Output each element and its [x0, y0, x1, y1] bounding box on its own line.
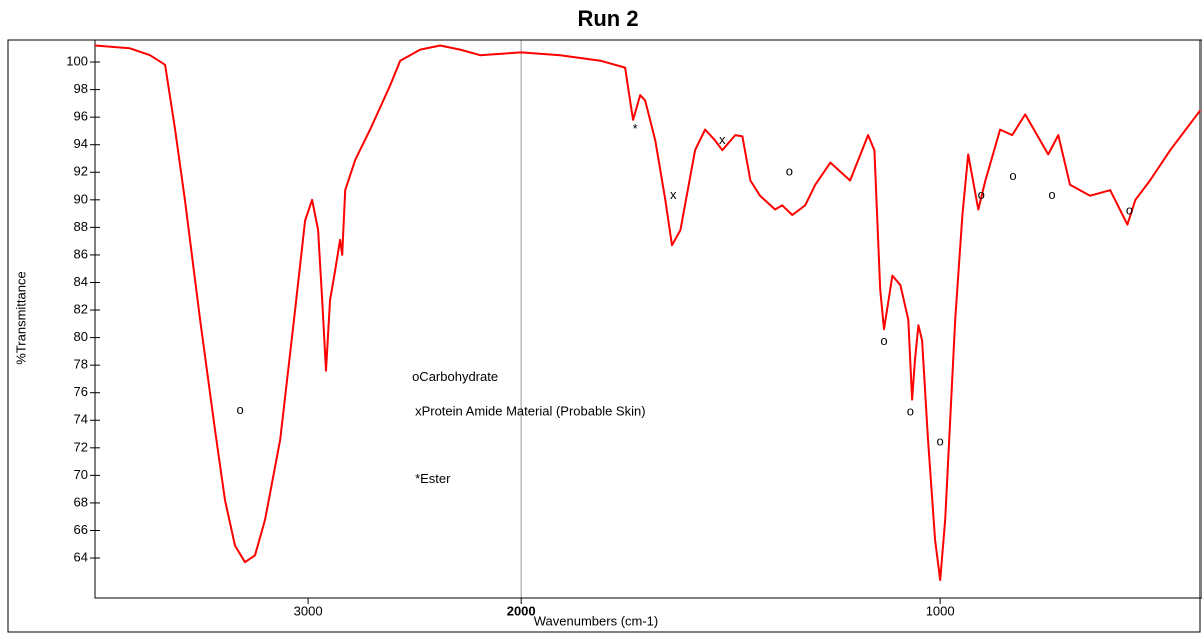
chart-title: Run 2 [577, 6, 638, 31]
annotation: o [937, 434, 944, 449]
y-tick-label: 92 [74, 164, 88, 179]
y-tick-label: 80 [74, 329, 88, 344]
y-tick-label: 100 [66, 53, 88, 68]
y-tick-label: 86 [74, 246, 88, 261]
annotation: oCarbohydrate [412, 369, 498, 384]
y-tick-label: 68 [74, 494, 88, 509]
y-tick-label: 88 [74, 219, 88, 234]
annotation: * [633, 121, 638, 136]
y-tick-label: 74 [74, 412, 88, 427]
y-tick-label: 70 [74, 467, 88, 482]
y-tick-label: 84 [74, 274, 88, 289]
annotation: xProtein Amide Material (Probable Skin) [415, 403, 646, 418]
y-tick-label: 76 [74, 384, 88, 399]
annotation: x [719, 132, 726, 147]
x-tick-label: 3000 [294, 603, 323, 618]
annotation: o [786, 164, 793, 179]
y-tick-label: 66 [74, 522, 88, 537]
y-tick-label: 78 [74, 357, 88, 372]
y-axis-label: %Transmittance [13, 271, 28, 364]
annotation: o [907, 403, 914, 418]
y-tick-label: 98 [74, 81, 88, 96]
annotation: o [1009, 168, 1016, 183]
x-tick-label: 2000 [507, 603, 536, 618]
annotation: x [670, 187, 677, 202]
outer-frame [7, 39, 1201, 633]
y-tick-label: 90 [74, 191, 88, 206]
x-tick-label: 1000 [926, 603, 955, 618]
annotation: o [1126, 202, 1133, 217]
plot-frame [94, 39, 1202, 599]
annotation: o [237, 402, 244, 417]
annotation: o [1048, 187, 1055, 202]
y-tick-label: 94 [74, 136, 88, 151]
annotation: o [880, 333, 887, 348]
annotation: o [978, 187, 985, 202]
y-tick-label: 96 [74, 109, 88, 124]
spectrum-line [94, 44, 1202, 582]
y-tick-label: 72 [74, 439, 88, 454]
y-tick-label: 82 [74, 301, 88, 316]
y-tick-label: 64 [74, 549, 88, 564]
annotation: *Ester [415, 471, 451, 486]
x-axis-label: Wavenumbers (cm-1) [534, 613, 658, 628]
